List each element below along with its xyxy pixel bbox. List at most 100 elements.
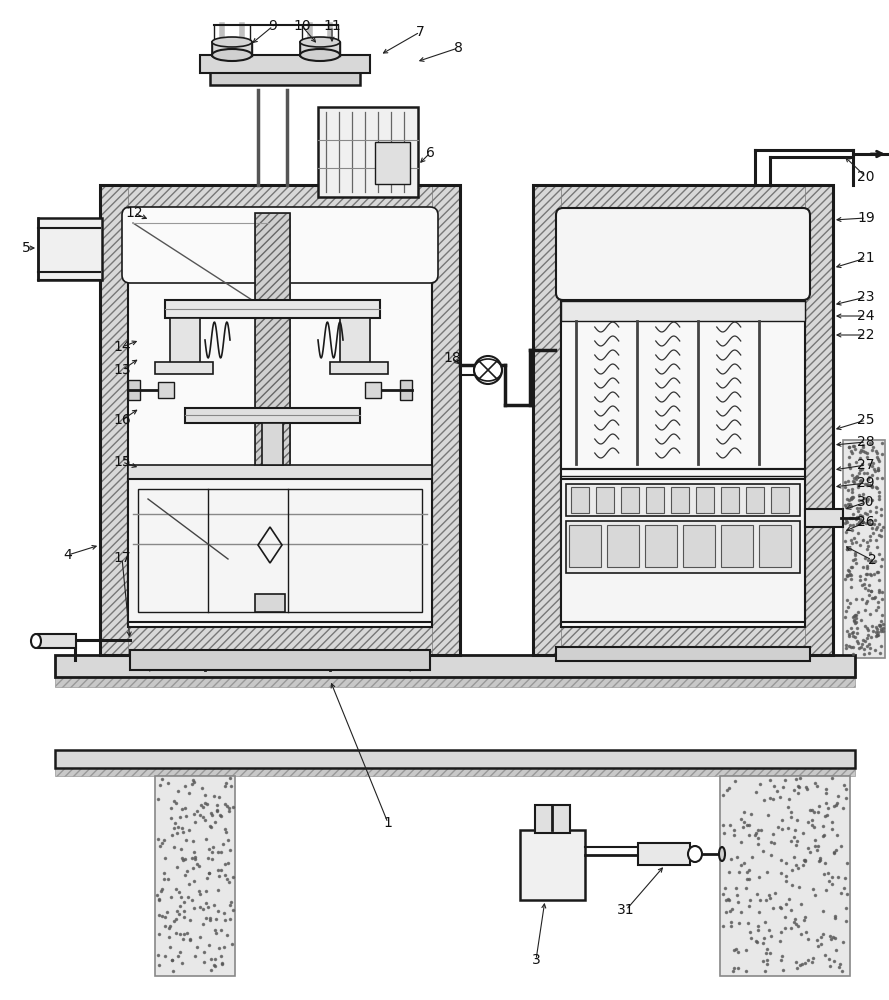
Bar <box>55 655 855 677</box>
Bar <box>535 805 570 833</box>
Text: 23: 23 <box>857 290 875 304</box>
Bar <box>55 750 855 768</box>
Bar <box>638 843 690 865</box>
FancyBboxPatch shape <box>556 208 810 300</box>
Bar <box>170 318 200 368</box>
Bar <box>128 380 140 400</box>
Bar <box>843 440 885 658</box>
Bar <box>746 487 764 513</box>
Bar <box>533 185 561 655</box>
Bar <box>138 489 422 612</box>
Bar <box>805 509 843 527</box>
Bar <box>720 776 850 976</box>
Bar <box>200 55 370 73</box>
Ellipse shape <box>212 37 252 47</box>
Bar <box>255 213 290 465</box>
Text: 17: 17 <box>113 551 131 565</box>
Bar <box>671 487 689 513</box>
Bar <box>771 487 789 513</box>
Text: 5: 5 <box>21 241 30 255</box>
Text: 27: 27 <box>857 458 875 472</box>
Bar <box>556 647 810 661</box>
Bar <box>128 479 432 622</box>
Text: 11: 11 <box>323 19 340 33</box>
Bar <box>300 42 340 56</box>
Text: 8: 8 <box>453 41 462 55</box>
Bar <box>38 218 102 280</box>
Bar <box>128 213 432 627</box>
Ellipse shape <box>688 846 702 862</box>
Bar <box>210 70 360 85</box>
Bar <box>165 300 380 318</box>
Ellipse shape <box>212 49 252 61</box>
Text: 28: 28 <box>857 435 875 449</box>
Bar <box>318 107 418 197</box>
Text: 10: 10 <box>293 19 311 33</box>
Bar <box>561 213 805 627</box>
Bar <box>607 525 639 567</box>
Bar <box>212 42 252 56</box>
Text: 9: 9 <box>268 19 277 33</box>
Text: 1: 1 <box>383 816 392 830</box>
Bar <box>561 301 805 321</box>
Text: 7: 7 <box>416 25 424 39</box>
Bar <box>721 487 739 513</box>
Bar <box>533 185 833 213</box>
Bar <box>566 484 800 516</box>
Text: 20: 20 <box>857 170 875 184</box>
Bar <box>621 487 639 513</box>
Bar <box>533 185 833 655</box>
Bar <box>566 521 800 573</box>
Bar <box>340 318 370 368</box>
Bar <box>646 487 664 513</box>
Ellipse shape <box>31 634 41 648</box>
Text: 22: 22 <box>857 328 875 342</box>
Text: 4: 4 <box>64 548 72 562</box>
Bar <box>683 525 715 567</box>
Bar <box>561 479 805 622</box>
Bar <box>100 185 128 655</box>
Bar <box>255 213 290 465</box>
Text: 24: 24 <box>857 309 875 323</box>
Bar <box>55 768 855 776</box>
Bar <box>533 627 833 655</box>
Bar <box>432 185 460 655</box>
Bar <box>100 185 460 655</box>
Ellipse shape <box>474 356 502 384</box>
Text: 15: 15 <box>113 455 131 469</box>
FancyBboxPatch shape <box>122 207 438 283</box>
Text: 31: 31 <box>617 903 635 917</box>
Bar <box>255 594 285 612</box>
Text: 19: 19 <box>857 211 875 225</box>
Bar <box>158 382 174 398</box>
Text: 13: 13 <box>113 363 131 377</box>
Text: 14: 14 <box>113 340 131 354</box>
Bar <box>155 362 213 374</box>
Bar <box>128 465 432 479</box>
Text: 18: 18 <box>443 351 461 365</box>
Bar <box>696 487 714 513</box>
Bar <box>520 830 585 900</box>
Text: 21: 21 <box>857 251 875 265</box>
Bar <box>571 487 589 513</box>
Bar <box>330 362 388 374</box>
Text: 12: 12 <box>125 206 143 220</box>
Text: 30: 30 <box>857 495 875 509</box>
Bar <box>375 142 410 184</box>
Bar <box>155 776 235 976</box>
Text: 3: 3 <box>532 953 541 967</box>
Ellipse shape <box>300 49 340 61</box>
Bar <box>569 525 601 567</box>
Bar <box>262 423 283 465</box>
Text: 16: 16 <box>113 413 131 427</box>
Bar <box>130 650 430 670</box>
Bar <box>55 677 855 687</box>
Ellipse shape <box>300 37 340 47</box>
Bar <box>100 627 460 655</box>
Bar <box>805 185 833 655</box>
Bar <box>759 525 791 567</box>
Bar <box>645 525 677 567</box>
Bar <box>561 301 805 469</box>
Text: 29: 29 <box>857 476 875 490</box>
Bar <box>100 185 460 213</box>
